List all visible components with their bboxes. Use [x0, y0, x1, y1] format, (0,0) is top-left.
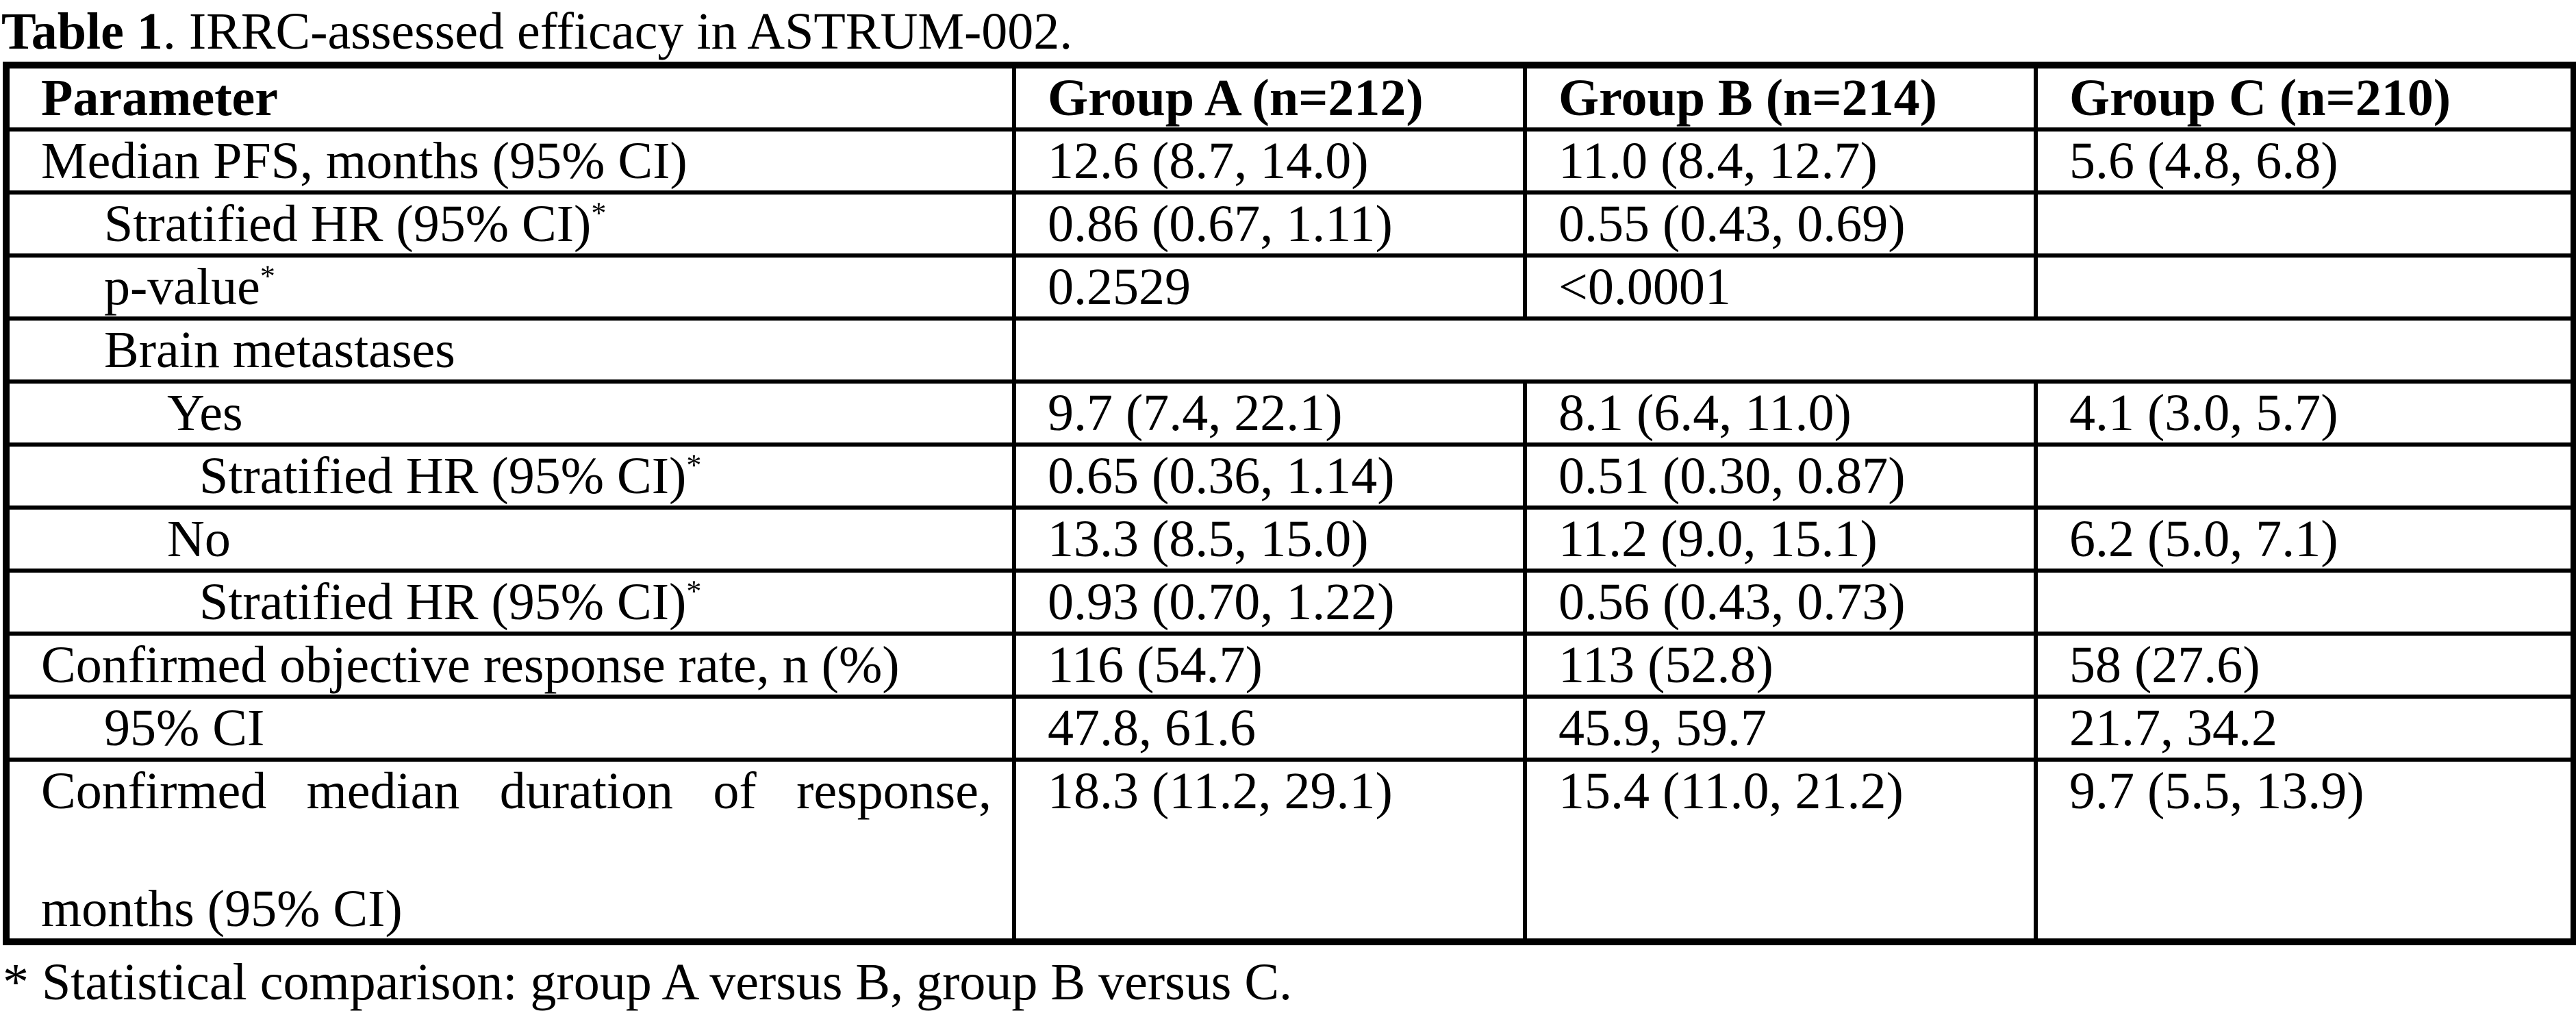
cell-parameter: Yes [4, 379, 1016, 447]
cell-group-b: 0.51 (0.30, 0.87) [1523, 442, 2038, 510]
cell-group-c [2034, 442, 2576, 510]
table-row-brain-mets-no: No 13.3 (8.5, 15.0) 11.2 (9.0, 15.1) 6.2… [4, 506, 2576, 573]
superscript-asterisk: * [591, 196, 607, 230]
superscript-asterisk: * [686, 574, 702, 608]
cell-group-c: 4.1 (3.0, 5.7) [2034, 379, 2576, 447]
cell-group-c: 21.7, 34.2 [2034, 695, 2576, 762]
column-header-group-a: Group A (n=212) [1012, 63, 1527, 132]
table-row-brain-mets-yes: Yes 9.7 (7.4, 22.1) 8.1 (6.4, 11.0) 4.1 … [4, 379, 2576, 447]
cell-group-b: 11.2 (9.0, 15.1) [1523, 506, 2038, 573]
cell-group-c [2034, 569, 2576, 636]
table-title-text: . IRRC-assessed efficacy in ASTRUM-002. [162, 3, 1073, 60]
cell-group-b: 15.4 (11.0, 21.2) [1523, 758, 2038, 944]
column-header-parameter: Parameter [4, 63, 1016, 132]
cell-group-c [2034, 190, 2576, 258]
table-row-orr: Confirmed objective response rate, n (%)… [4, 632, 2576, 699]
parameter-label: p-value [104, 258, 260, 316]
table-title: Table 1. IRRC-assessed efficacy in ASTRU… [1, 4, 2576, 59]
footnote: * Statistical comparison: group A versus… [3, 953, 1293, 1011]
table-title-number: Table 1 [1, 3, 163, 60]
superscript-asterisk: * [260, 259, 275, 293]
cell-parameter: 95% CI [4, 695, 1016, 762]
efficacy-table: Parameter Group A (n=212) Group B (n=214… [3, 62, 2576, 945]
cell-group-b: 45.9, 59.7 [1523, 695, 2038, 762]
cell-group-a: 116 (54.7) [1012, 632, 1527, 699]
cell-group-c: 5.6 (4.8, 6.8) [2034, 127, 2576, 195]
cell-parameter: No [4, 506, 1016, 573]
cell-group-b: <0.0001 [1523, 253, 2038, 321]
cell-group-a: 47.8, 61.6 [1012, 695, 1527, 762]
cell-group-b: 0.56 (0.43, 0.73) [1523, 569, 2038, 636]
cell-group-c: 58 (27.6) [2034, 632, 2576, 699]
column-header-group-b: Group B (n=214) [1523, 63, 2038, 132]
cell-group-a: 0.65 (0.36, 1.14) [1012, 442, 1527, 510]
cell-group-a: 9.7 (7.4, 22.1) [1012, 379, 1527, 447]
cell-parameter: Brain metastases [4, 316, 1016, 384]
parameter-label: Confirmed objective response rate, n (%) [41, 636, 900, 694]
table-row-stratified-hr: Stratified HR (95% CI)* 0.86 (0.67, 1.11… [4, 190, 2576, 258]
cell-group-a: 18.3 (11.2, 29.1) [1012, 758, 1527, 944]
parameter-label-line-1: Confirmed median duration of response, [41, 762, 992, 820]
parameter-label-line-2: months (95% CI) [41, 880, 403, 938]
parameter-label: Stratified HR (95% CI) [199, 447, 687, 505]
cell-group-a: 13.3 (8.5, 15.0) [1012, 506, 1527, 573]
cell-group-a: 0.86 (0.67, 1.11) [1012, 190, 1527, 258]
cell-parameter: Stratified HR (95% CI)* [4, 569, 1016, 636]
cell-parameter: Confirmed median duration of response, m… [4, 758, 1016, 944]
cell-group-c [2034, 253, 2576, 321]
table-row-duration-of-response: Confirmed median duration of response, m… [4, 758, 2576, 944]
cell-group-b: 11.0 (8.4, 12.7) [1523, 127, 2038, 195]
parameter-label: Brain metastases [104, 321, 455, 379]
cell-group-b: 0.55 (0.43, 0.69) [1523, 190, 2038, 258]
parameter-label: Stratified HR (95% CI) [104, 195, 592, 253]
table-row-stratified-hr-yes: Stratified HR (95% CI)* 0.65 (0.36, 1.14… [4, 442, 2576, 510]
parameter-label: No [167, 510, 231, 568]
cell-group-c: 9.7 (5.5, 13.9) [2034, 758, 2576, 944]
cell-parameter: Stratified HR (95% CI)* [4, 190, 1016, 258]
page: Table 1. IRRC-assessed efficacy in ASTRU… [0, 4, 2576, 1011]
cell-group-a: 0.93 (0.70, 1.22) [1012, 569, 1527, 636]
table-row-orr-ci: 95% CI 47.8, 61.6 45.9, 59.7 21.7, 34.2 [4, 695, 2576, 762]
table-row-median-pfs: Median PFS, months (95% CI) 12.6 (8.7, 1… [4, 127, 2576, 195]
cell-parameter: p-value* [4, 253, 1016, 321]
cell-group-c: 6.2 (5.0, 7.1) [2034, 506, 2576, 573]
header-row: Parameter Group A (n=212) Group B (n=214… [4, 63, 2576, 132]
table-row-brain-metastases: Brain metastases [4, 316, 2576, 384]
cell-group-b: 8.1 (6.4, 11.0) [1523, 379, 2038, 447]
cell-group-b: 113 (52.8) [1523, 632, 2038, 699]
parameter-label: 95% CI [104, 699, 265, 757]
parameter-label: Median PFS, months (95% CI) [41, 132, 687, 190]
parameter-label: Stratified HR (95% CI) [199, 573, 687, 631]
cell-group-a: 12.6 (8.7, 14.0) [1012, 127, 1527, 195]
cell-parameter: Median PFS, months (95% CI) [4, 127, 1016, 195]
table-row-p-value: p-value* 0.2529 <0.0001 [4, 253, 2576, 321]
cell-merged-empty [1012, 316, 2576, 384]
parameter-label: Yes [167, 384, 243, 442]
superscript-asterisk: * [686, 448, 702, 482]
cell-group-a: 0.2529 [1012, 253, 1527, 321]
cell-parameter: Confirmed objective response rate, n (%) [4, 632, 1016, 699]
cell-parameter: Stratified HR (95% CI)* [4, 442, 1016, 510]
table-row-stratified-hr-no: Stratified HR (95% CI)* 0.93 (0.70, 1.22… [4, 569, 2576, 636]
column-header-group-c: Group C (n=210) [2034, 63, 2576, 132]
